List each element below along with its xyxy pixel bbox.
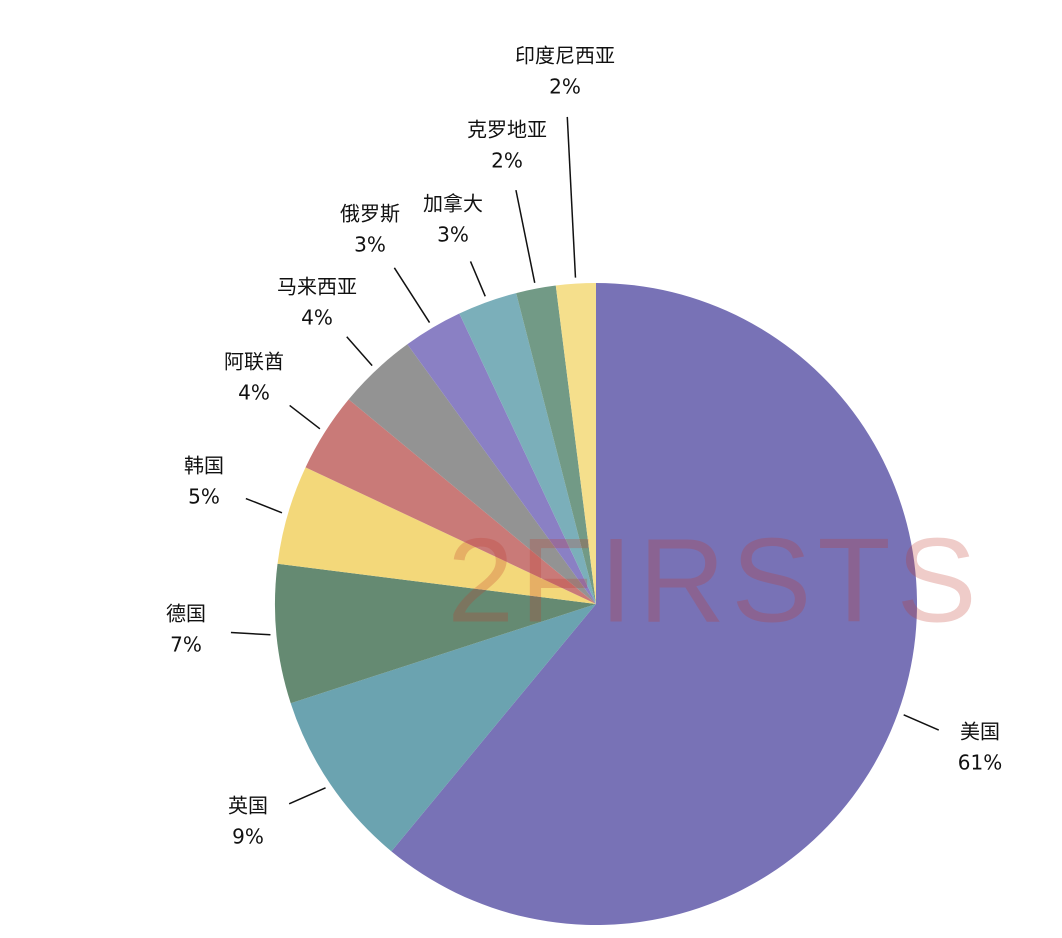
value-label: 5% — [188, 485, 220, 509]
slice-label: 韩国 — [184, 454, 224, 478]
pie-slice — [407, 313, 596, 604]
leader-line — [288, 787, 326, 805]
slice-label: 英国 — [228, 794, 268, 818]
pie-slice — [391, 283, 917, 925]
slice-label: 克罗地亚 — [467, 118, 547, 142]
value-label: 7% — [170, 633, 202, 657]
pie-slice — [275, 563, 596, 704]
leader-line — [469, 261, 486, 297]
pie — [275, 283, 917, 925]
pie-slice — [305, 399, 596, 604]
leader-line — [515, 189, 536, 283]
pie-slice — [555, 283, 596, 604]
leader-line — [289, 404, 321, 430]
slice-label: 美国 — [960, 720, 1000, 744]
slice-label: 德国 — [166, 602, 206, 626]
value-label: 9% — [232, 825, 264, 849]
leader-line — [346, 336, 373, 367]
pie-slice — [348, 344, 596, 604]
slice-label: 阿联酋 — [224, 350, 284, 374]
value-label: 4% — [238, 381, 270, 405]
value-label: 2% — [491, 149, 523, 173]
pie-slice — [459, 293, 596, 604]
leader-line — [393, 267, 431, 323]
watermark: 2FIRSTS — [447, 514, 982, 648]
value-label: 3% — [437, 223, 469, 247]
pie-slice — [516, 285, 596, 604]
pie-slice — [277, 467, 596, 604]
value-label: 4% — [301, 306, 333, 330]
value-label: 2% — [549, 75, 581, 99]
slice-label: 加拿大 — [423, 192, 483, 216]
leader-line — [230, 631, 271, 636]
leader-line — [903, 714, 940, 731]
slice-label: 马来西亚 — [277, 275, 357, 299]
leader-line — [245, 497, 283, 514]
slice-label: 俄罗斯 — [340, 202, 400, 226]
pie-slice — [290, 604, 596, 852]
value-label: 61% — [958, 751, 1002, 775]
slice-label: 印度尼西亚 — [515, 44, 615, 68]
leader-line — [566, 116, 577, 278]
value-label: 3% — [354, 233, 386, 257]
